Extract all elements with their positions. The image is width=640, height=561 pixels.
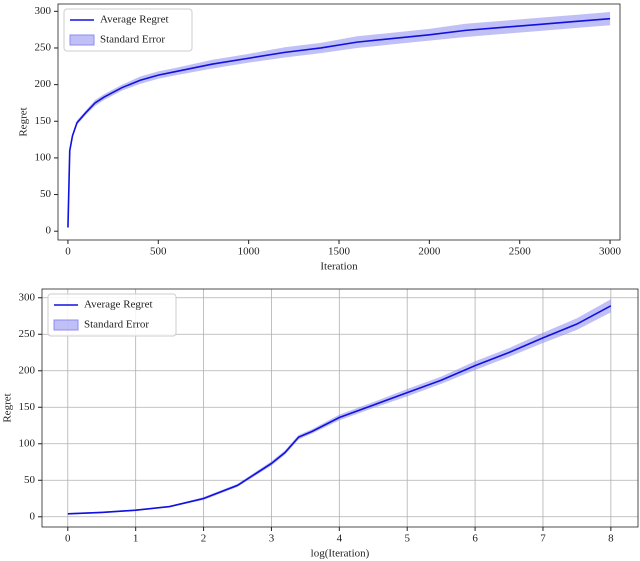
axes-frame xyxy=(41,288,639,528)
y-tick-label: 200 xyxy=(35,78,52,90)
y-tick-label: 250 xyxy=(35,42,52,54)
x-tick-label: 1000 xyxy=(238,246,261,258)
y-tick-label: 50 xyxy=(24,474,36,486)
x-tick-label: 5 xyxy=(404,533,410,545)
y-tick-label: 50 xyxy=(40,188,52,200)
x-tick-label: 4 xyxy=(337,533,343,545)
x-tick-label: 8 xyxy=(608,533,614,545)
line xyxy=(67,305,612,515)
y-axis-label: Regret xyxy=(18,107,30,136)
y-tick-label: 0 xyxy=(30,510,36,522)
y-tick-label: 250 xyxy=(19,328,36,340)
line xyxy=(67,17,611,228)
x-tick-label: 7 xyxy=(540,533,546,545)
y-tick-label: 0 xyxy=(46,225,52,237)
y-tick-label: 300 xyxy=(35,5,52,17)
y-tick-label: 200 xyxy=(19,364,36,376)
y-tick-label: 100 xyxy=(19,437,36,449)
legend-swatch xyxy=(69,34,95,46)
legend-label: Standard Error xyxy=(100,34,165,46)
y-tick-label: 300 xyxy=(19,291,36,303)
legend-box xyxy=(47,293,177,337)
x-axis-label: Iteration xyxy=(320,261,358,273)
legend-label: Average Regret xyxy=(100,14,169,26)
axes-frame xyxy=(57,3,621,241)
x-tick-label: 0 xyxy=(65,533,71,545)
x-axis-label: log(Iteration) xyxy=(311,548,370,560)
x-tick-label: 3 xyxy=(269,533,275,545)
y-tick-label: 150 xyxy=(19,401,36,413)
x-tick-label: 6 xyxy=(472,533,478,545)
x-tick-label: 2 xyxy=(201,533,207,545)
y-tick-label: 100 xyxy=(35,151,52,163)
y-axis-label: Regret xyxy=(2,393,14,422)
y-tick-label: 150 xyxy=(35,115,52,127)
x-tick-label: 2500 xyxy=(509,246,532,258)
legend-swatch xyxy=(53,319,79,331)
legend-label: Standard Error xyxy=(84,319,149,331)
x-tick-label: 0 xyxy=(65,246,71,258)
x-tick-label: 1500 xyxy=(328,246,351,258)
legend-box xyxy=(63,8,193,52)
x-tick-label: 1 xyxy=(133,533,139,545)
x-tick-label: 2000 xyxy=(418,246,441,258)
legend-label: Average Regret xyxy=(84,299,153,311)
x-tick-label: 500 xyxy=(150,246,167,258)
x-tick-label: 3000 xyxy=(599,246,622,258)
